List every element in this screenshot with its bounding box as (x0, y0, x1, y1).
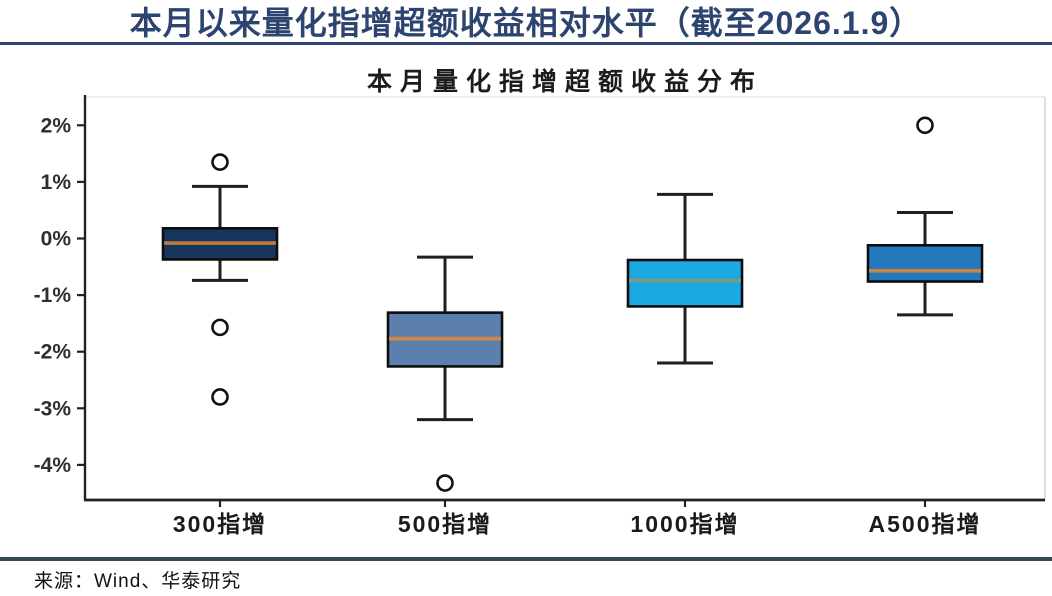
category-label: 300指增 (173, 511, 267, 537)
outlier-point (916, 116, 934, 135)
box-group-3: A500指增 (866, 116, 984, 537)
report-title: 本月以来量化指增超额收益相对水平（截至2026.1.9） (129, 5, 923, 41)
outlier-point (211, 388, 229, 406)
footer-divider (0, 557, 1052, 561)
category-label: A500指增 (869, 511, 982, 537)
outlier-point (211, 318, 229, 337)
box-group-0: 300指增 (161, 153, 279, 537)
source-note: 来源：Wind、华泰研究 (34, 570, 242, 592)
box-group-2: 1000指增 (626, 192, 744, 537)
y-tick-label: 2% (41, 114, 72, 137)
box-group-1: 500指增 (386, 255, 504, 537)
y-tick-label: -4% (34, 454, 72, 477)
plot-svg: 2% 1% 0% -1% -2% -3% -4% 300指增 500指增 1000指增 A500指增 (34, 95, 1046, 537)
chart-title: 本月量化指增超额收益分布 (366, 67, 763, 96)
category-label: 1000指增 (630, 511, 739, 537)
report-header: 本月以来量化指增超额收益相对水平（截至2026.1.9） (0, 0, 1052, 45)
y-tick-label: 1% (41, 171, 72, 194)
y-tick-label: 0% (41, 228, 72, 251)
outlier-point (436, 474, 454, 492)
y-tick-label: -2% (34, 341, 72, 364)
y-tick-label: -1% (34, 284, 72, 307)
boxplot-chart: 本月量化指增超额收益分布 2% 1% 0% -1% -2% -3% -4% 300指增 500指… (0, 48, 1052, 557)
box-rect (866, 243, 984, 283)
outlier-point (211, 153, 229, 171)
y-tick-label: -3% (34, 397, 72, 420)
category-label: 500指增 (398, 511, 492, 537)
box-rect (626, 258, 744, 308)
footer: 来源：Wind、华泰研究 (34, 564, 1034, 594)
